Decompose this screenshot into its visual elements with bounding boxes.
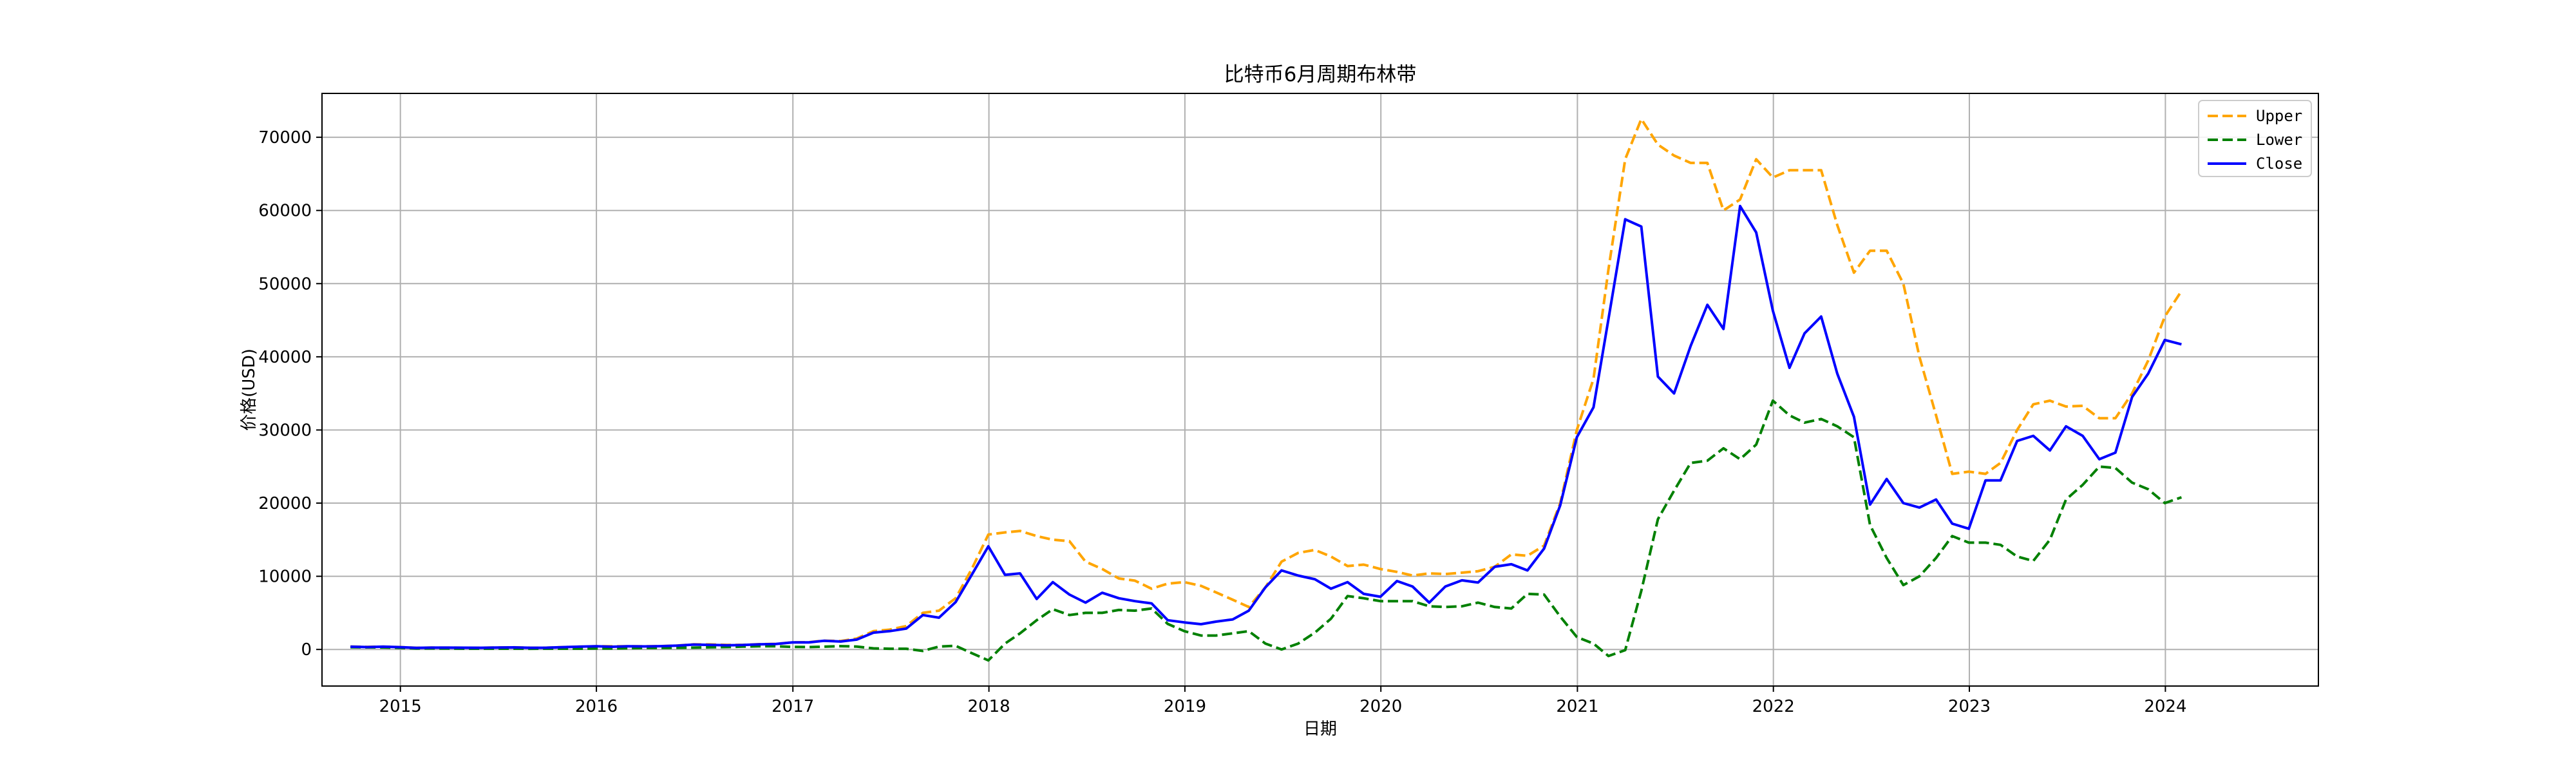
y-axis-label: 价格(USD) xyxy=(240,348,259,431)
x-tick-label: 2021 xyxy=(1556,697,1598,716)
series-lines xyxy=(350,117,2183,662)
legend-label-lower: Lower xyxy=(2256,131,2302,149)
y-tick-label: 30000 xyxy=(258,421,312,441)
x-tick-label: 2018 xyxy=(968,697,1010,716)
x-axis-label: 日期 xyxy=(1303,720,1337,739)
y-axis-ticks: 0 10000 20000 30000 40000 50000 60000 70000 xyxy=(258,128,322,660)
x-tick-label: 2015 xyxy=(379,697,422,716)
series-close-line xyxy=(350,204,2182,649)
x-tick-label: 2017 xyxy=(772,697,814,716)
legend: Upper Lower Close xyxy=(2198,100,2312,177)
x-tick-label: 2023 xyxy=(1948,697,1991,716)
y-tick-label: 10000 xyxy=(258,568,312,587)
legend-label-upper: Upper xyxy=(2256,107,2302,125)
x-tick-label: 2016 xyxy=(575,697,618,716)
chart-title: 比特币6月周期布林带 xyxy=(1224,63,1417,86)
y-tick-label: 20000 xyxy=(258,494,312,513)
legend-box xyxy=(2198,100,2312,177)
x-tick-label: 2020 xyxy=(1359,697,1402,716)
series-lower-line xyxy=(350,399,2183,662)
y-tick-label: 0 xyxy=(301,640,312,660)
x-tick-label: 2024 xyxy=(2144,697,2186,716)
y-tick-label: 40000 xyxy=(258,348,312,367)
legend-label-close: Close xyxy=(2256,155,2302,173)
x-axis-ticks: 2015 2016 2017 2018 2019 2020 2021 2022 2023 2024 xyxy=(379,686,2186,716)
x-tick-label: 2019 xyxy=(1164,697,1206,716)
y-tick-label: 60000 xyxy=(258,202,312,221)
x-tick-label: 2022 xyxy=(1752,697,1795,716)
y-tick-label: 50000 xyxy=(258,274,312,294)
plot-frame xyxy=(321,93,2319,687)
grid-lines xyxy=(322,93,2318,686)
y-tick-label: 70000 xyxy=(258,128,312,148)
